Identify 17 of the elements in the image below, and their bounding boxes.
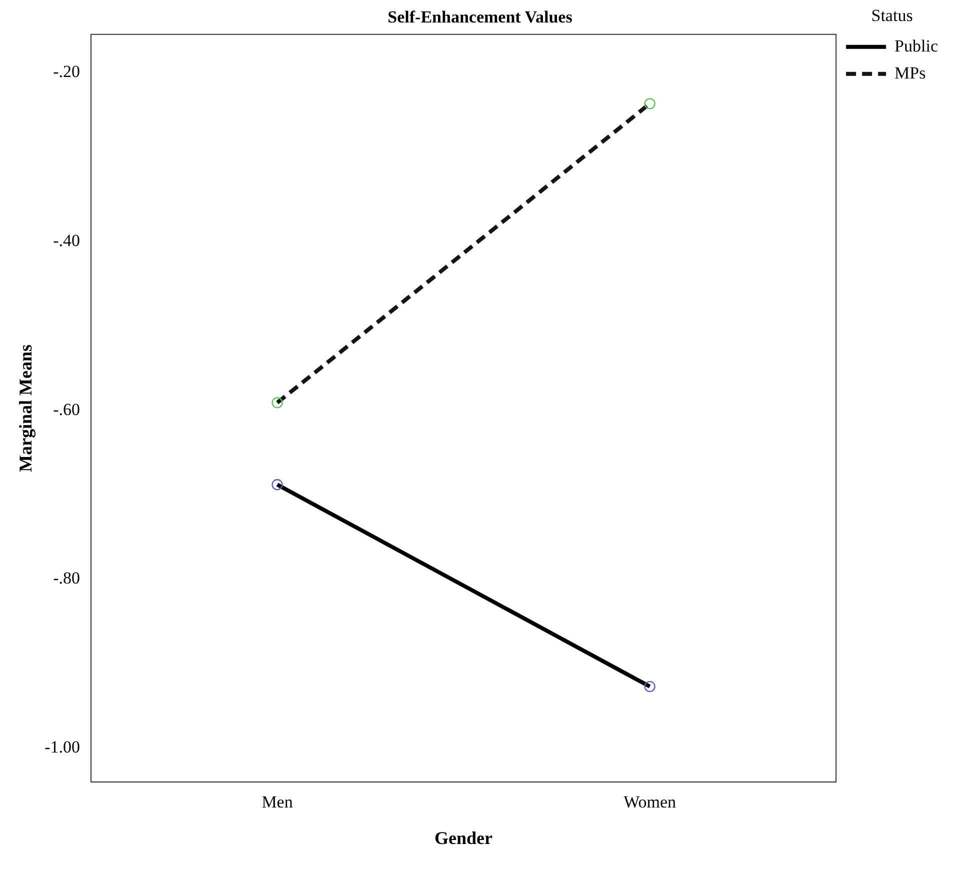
legend-label: Public bbox=[894, 36, 938, 56]
y-axis-title: Marginal Means bbox=[15, 344, 36, 472]
point bbox=[272, 479, 283, 490]
y-tick-label: -.60 bbox=[53, 400, 80, 419]
point bbox=[644, 680, 656, 692]
point bbox=[644, 98, 656, 110]
x-tick-label: Men bbox=[262, 792, 294, 812]
x-tick-label: Women bbox=[624, 792, 677, 812]
x-axis-title: Gender bbox=[434, 828, 493, 848]
y-tick-label: -1.00 bbox=[44, 738, 80, 757]
legend-label: MPs bbox=[894, 63, 926, 82]
y-tick-label: -.20 bbox=[53, 62, 80, 81]
y-tick-label: -.40 bbox=[53, 230, 80, 250]
chart-title: Self-Enhancement Values bbox=[388, 8, 573, 27]
point bbox=[272, 397, 283, 408]
y-tick-label: -.80 bbox=[53, 568, 80, 588]
legend-title: Status bbox=[871, 6, 913, 25]
